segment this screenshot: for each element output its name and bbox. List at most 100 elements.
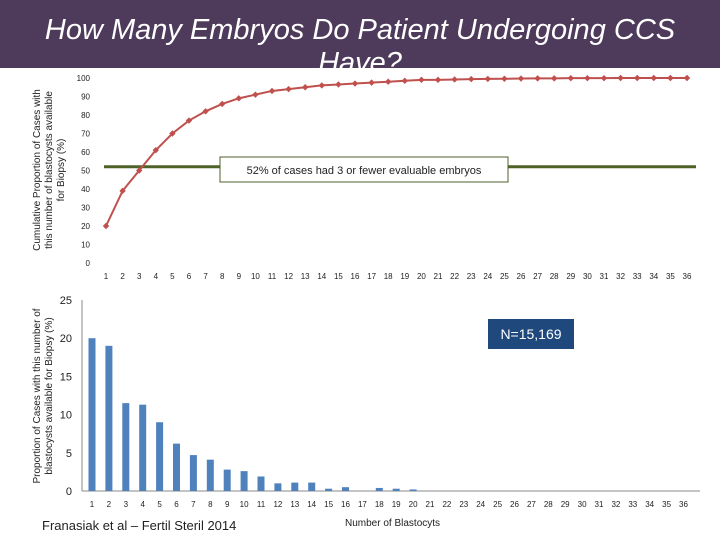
cumulative-point	[351, 80, 359, 87]
line-y-axis-label: Cumulative Proportion of Cases withthis …	[32, 89, 67, 251]
line-x-tick-label: 9	[237, 272, 242, 281]
line-x-tick-label: 2	[120, 272, 125, 281]
cumulative-point	[102, 222, 110, 230]
line-x-tick-label: 16	[351, 272, 360, 281]
line-x-tick-label: 28	[550, 272, 559, 281]
line-x-tick-label: 26	[517, 272, 526, 281]
line-y-tick-label: 100	[77, 74, 91, 83]
cumulative-point	[119, 187, 126, 195]
bar-y-tick-label: 0	[66, 486, 72, 498]
bar-x-tick-label: 11	[257, 500, 266, 509]
cumulative-point	[202, 108, 209, 115]
threshold-label-box	[219, 156, 509, 183]
bar-x-tick-label: 4	[140, 500, 145, 509]
line-x-tick-label: 14	[317, 272, 326, 281]
cumulative-point	[551, 75, 558, 82]
page-title: How Many Embryos Do Patient Undergoing C…	[44, 14, 676, 79]
distribution-bar	[291, 482, 299, 491]
cumulative-point	[401, 77, 408, 84]
cumulative-point	[650, 74, 657, 82]
cumulative-point	[517, 75, 525, 82]
cumulative-point	[268, 87, 276, 95]
bar-x-tick-label: 6	[174, 500, 179, 509]
bar-x-tick-label: 14	[307, 500, 316, 509]
line-x-tick-label: 19	[400, 272, 409, 281]
cumulative-point	[468, 75, 475, 83]
bar-x-tick-label: 22	[442, 500, 451, 509]
cumulative-series-line	[105, 77, 687, 227]
line-x-tick-label: 4	[154, 272, 159, 281]
bar-x-tick-label: 13	[290, 500, 299, 509]
cumulative-point	[318, 82, 325, 89]
cumulative-point	[235, 95, 242, 102]
title-bar: How Many Embryos Do Patient Undergoing C…	[0, 0, 720, 79]
line-x-tick-label: 33	[633, 272, 642, 281]
cumulative-point	[451, 76, 458, 83]
distribution-bar	[274, 483, 282, 491]
bar-x-tick-label: 20	[409, 500, 418, 509]
line-x-tick-label: 1	[104, 272, 109, 281]
bar-x-tick-label: 31	[595, 500, 604, 509]
n-annotation-box	[488, 319, 574, 349]
distribution-bar	[139, 404, 147, 491]
cumulative-point	[385, 78, 392, 85]
line-x-tick-label: 35	[666, 272, 675, 281]
cumulative-point	[302, 84, 309, 91]
bar-x-tick-label: 7	[191, 500, 196, 509]
bar-x-tick-label: 17	[358, 500, 367, 509]
line-x-tick-label: 36	[683, 272, 692, 281]
line-y-tick-label: 70	[81, 130, 90, 139]
cumulative-point	[252, 91, 259, 98]
cumulative-point	[285, 85, 292, 93]
distribution-bar	[375, 487, 383, 491]
distribution-bar	[156, 422, 164, 491]
threshold-label: 52% of cases had 3 or fewer evaluable em…	[247, 165, 482, 177]
line-y-tick-label: 30	[81, 204, 90, 213]
bar-y-axis-label: Proportion of Cases with this number ofb…	[32, 308, 55, 483]
line-y-tick-label: 0	[86, 259, 91, 268]
cumulative-point	[152, 146, 159, 154]
distribution-bar	[257, 476, 265, 491]
bar-chart-xlabel: Number of Blastocyts	[345, 518, 441, 529]
bar-x-tick-label: 1	[90, 500, 95, 509]
line-x-tick-label: 10	[251, 272, 260, 281]
bar-x-tick-label: 16	[341, 500, 350, 509]
bar-x-tick-label: 15	[324, 500, 333, 509]
cumulative-point	[501, 75, 508, 82]
distribution-bar	[105, 345, 113, 491]
bar-x-tick-label: 30	[578, 500, 587, 509]
bar-x-tick-label: 36	[679, 500, 688, 509]
line-x-tick-label: 27	[533, 272, 542, 281]
line-x-tick-label: 30	[583, 272, 592, 281]
bar-x-tick-label: 29	[561, 500, 570, 509]
bar-x-tick-label: 25	[493, 500, 502, 509]
bar-x-tick-label: 26	[510, 500, 519, 509]
bar-x-tick-label: 32	[611, 500, 620, 509]
cumulative-point	[136, 167, 143, 174]
cumulative-point	[169, 130, 176, 137]
distribution-bar	[173, 443, 180, 491]
line-x-tick-label: 34	[649, 272, 658, 281]
bar-x-tick-label: 5	[157, 500, 162, 509]
n-annotation: N=15,169	[500, 326, 561, 342]
bar-x-tick-label: 12	[273, 500, 282, 509]
cumulative-point	[584, 74, 591, 82]
line-x-tick-label: 8	[220, 272, 225, 281]
line-x-tick-label: 15	[334, 272, 343, 281]
line-x-tick-label: 12	[284, 272, 293, 281]
line-x-tick-label: 20	[417, 272, 426, 281]
cumulative-point	[667, 74, 674, 82]
bar-x-tick-label: 3	[124, 500, 129, 509]
distribution-bar	[392, 488, 400, 491]
bar-x-tick-label: 23	[459, 500, 468, 509]
cumulative-point	[567, 74, 574, 82]
cumulative-point	[219, 100, 226, 108]
line-x-tick-label: 21	[434, 272, 443, 281]
line-x-tick-label: 13	[301, 272, 310, 281]
distribution-bar	[88, 338, 96, 491]
line-x-tick-label: 32	[616, 272, 625, 281]
line-y-tick-label: 20	[81, 222, 90, 231]
bar-x-tick-label: 34	[645, 500, 654, 509]
distribution-bar	[206, 459, 214, 491]
